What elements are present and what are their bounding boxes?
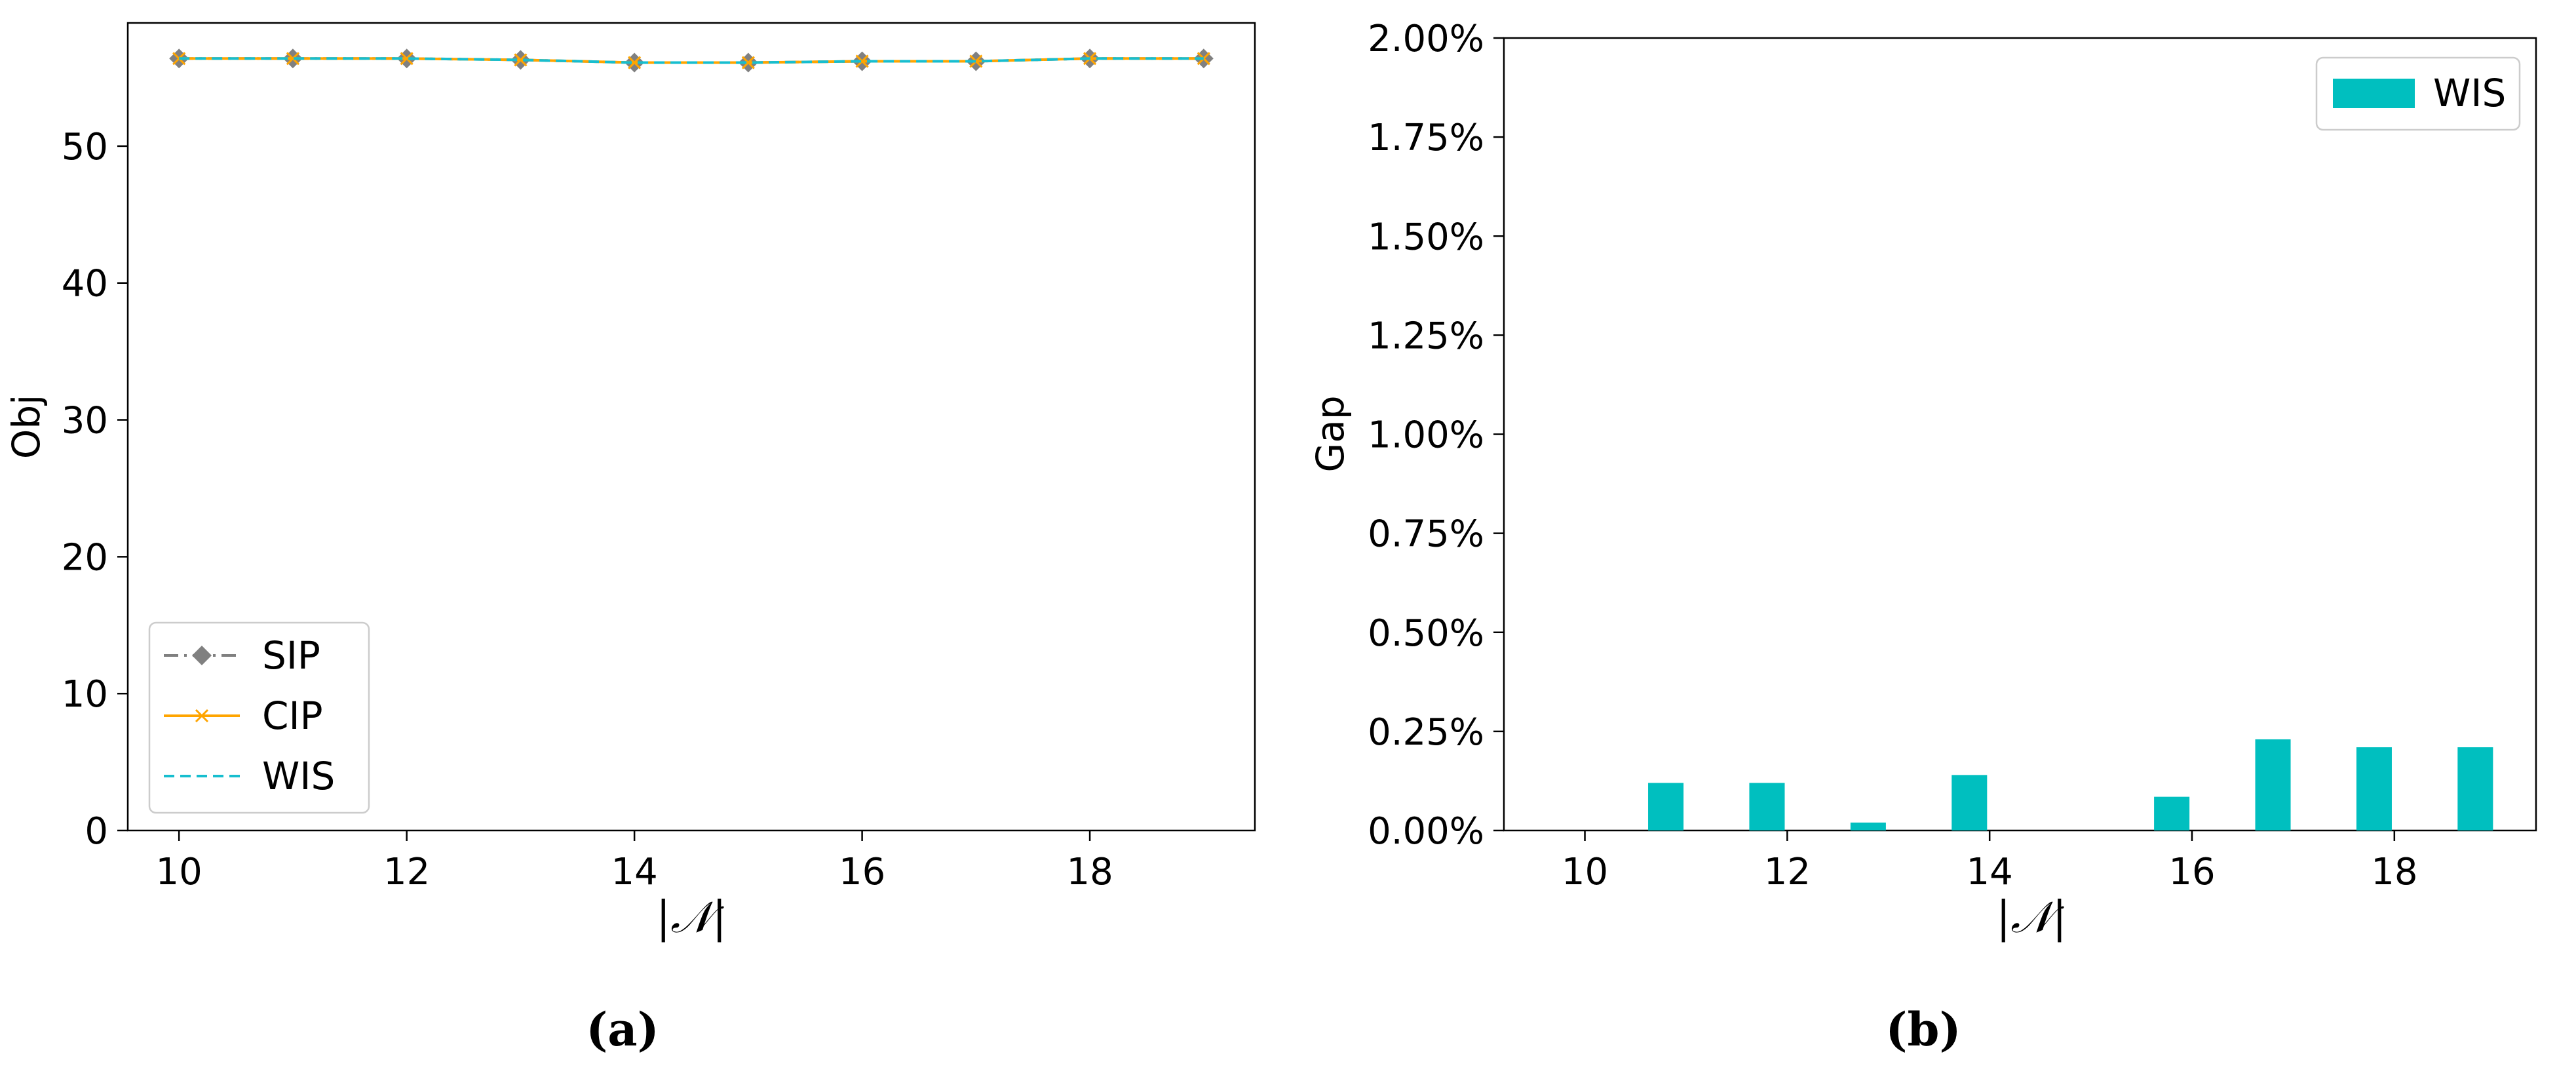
panel-b-y-tick-label: 0.25% xyxy=(1368,711,1484,754)
panel-b-y-tick-label: 1.75% xyxy=(1368,117,1484,159)
legend-swatch-wis xyxy=(2333,79,2415,108)
panel-a-y-tick-label: 40 xyxy=(62,263,108,305)
panel-b-x-axis-title: |𝒩| xyxy=(1996,892,2067,943)
panel-a-y-tick-label: 10 xyxy=(62,673,108,716)
panel-b-x-tick-label: 16 xyxy=(2168,851,2215,893)
panel-b-y-tick-label: 1.00% xyxy=(1368,414,1484,457)
panel-b-y-tick-label: 0.75% xyxy=(1368,513,1484,556)
data-point-cip xyxy=(969,54,983,68)
panel-b-plot-frame xyxy=(1503,37,2537,832)
panel-b-y-tick-label: 1.50% xyxy=(1368,216,1484,258)
panel-b-x-tick-label: 18 xyxy=(2371,851,2417,893)
legend-marker-cip xyxy=(195,709,209,723)
legend-label-sip: SIP xyxy=(262,633,320,678)
data-point-cip xyxy=(855,54,869,68)
panel-b-x-tick-label: 12 xyxy=(1764,851,1811,893)
panel-b-y-axis-title: Gap xyxy=(1308,395,1353,472)
panel-b-y-tick-label: 0.00% xyxy=(1368,810,1484,853)
panel-a-y-tick-label: 20 xyxy=(62,536,108,579)
panel-a-y-tick-label: 30 xyxy=(62,400,108,442)
gap-bar xyxy=(2154,796,2190,830)
series-line-wis xyxy=(179,57,1204,64)
panel-a-x-tick-label: 18 xyxy=(1066,851,1113,893)
gap-bar xyxy=(1749,783,1785,830)
data-point-cip xyxy=(741,56,755,69)
panel-b-legend-box xyxy=(2315,56,2521,131)
data-point-cip xyxy=(514,53,528,67)
panel-a-x-tick-label: 12 xyxy=(383,851,430,893)
panel-a-x-axis-title: |𝒩| xyxy=(656,892,727,943)
gap-bar xyxy=(1951,775,1988,830)
data-point-cip xyxy=(286,52,299,66)
panel-b-caption: (b) xyxy=(1885,1002,1961,1057)
gap-bar xyxy=(1850,822,1886,830)
legend-label-wis: WIS xyxy=(2433,71,2506,115)
panel-a-legend-box xyxy=(148,621,370,814)
panel-a-x-tick-label: 14 xyxy=(611,851,657,893)
panel-b-x-tick-label: 10 xyxy=(1562,851,1608,893)
panel-b-y-tick-label: 2.00% xyxy=(1368,18,1484,60)
panel-b-legend: WIS xyxy=(2315,56,2521,131)
panel-a-y-tick-label: 0 xyxy=(85,810,108,853)
data-point-cip xyxy=(628,56,642,69)
panel-a-x-tick-label: 16 xyxy=(839,851,885,893)
panel-a-plot-frame xyxy=(126,22,1256,832)
legend-label-cip: CIP xyxy=(262,693,323,738)
data-point-cip xyxy=(400,52,413,66)
panel-a-y-tick-label: 50 xyxy=(62,126,108,168)
panel-a-y-axis-title: Obj xyxy=(4,395,48,459)
panel-b-x-tick-label: 14 xyxy=(1967,851,2013,893)
gap-bar xyxy=(2457,747,2493,830)
legend-label-wis: WIS xyxy=(262,754,335,798)
panel-a-x-tick-label: 10 xyxy=(156,851,202,893)
legend-marker-sip xyxy=(192,646,212,665)
panel-a-legend: SIP CIP WIS xyxy=(148,621,370,814)
panel-b-y-tick-label: 0.50% xyxy=(1368,612,1484,655)
panel-b-bar-chart: 10 12 14 16 18 0.00% 0.25% 0.50% 0.75% 1.00% 1.25%… xyxy=(1308,18,2537,1057)
panel-b-y-tick-label: 1.25% xyxy=(1368,315,1484,357)
panel-a-caption: (a) xyxy=(586,1002,659,1057)
gap-bar xyxy=(1648,783,1684,830)
gap-bar xyxy=(2255,739,2291,830)
gap-bar xyxy=(2356,747,2392,830)
